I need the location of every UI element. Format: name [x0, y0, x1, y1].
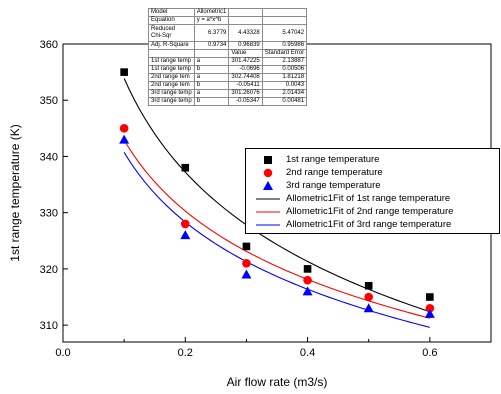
y-tick-label: 330	[40, 208, 58, 220]
legend-item: 2nd range temperature	[246, 167, 499, 179]
legend-item: 1st range temperature	[246, 154, 499, 166]
y-tick-label: 320	[40, 264, 58, 276]
stats-param-value: -0.05347	[228, 97, 263, 106]
stats-param-value: 301.26076	[228, 89, 263, 98]
stats-param-value: -0.0696	[228, 65, 263, 74]
stats-param-error: 0.00481	[261, 97, 308, 106]
stats-chisqr-label-1: Reduced	[151, 26, 176, 32]
data-point-circle	[119, 124, 129, 133]
data-point-square	[181, 163, 190, 172]
data-point-square	[303, 265, 312, 273]
x-tick-label: 0.4	[300, 347, 315, 359]
data-point-square	[120, 68, 128, 76]
stats-param-name: a	[193, 73, 230, 82]
data-point-circle	[364, 292, 374, 302]
stats-rsq-value: 0.96839	[228, 41, 263, 50]
stats-col-error: Standard Error	[261, 49, 308, 58]
stats-col-value: Value	[228, 49, 263, 58]
legend-item: 3rd range temperature	[246, 180, 499, 192]
fit-curve	[123, 152, 430, 328]
x-tick-label: 0.0	[55, 347, 70, 359]
fit-curves	[123, 78, 431, 328]
data-point-triangle	[302, 286, 313, 296]
line-marker-icon	[256, 211, 280, 213]
stats-equation-value: y = a*x^b	[193, 16, 230, 25]
stats-chisqr-value: 6.3779	[193, 24, 230, 42]
fit-curve	[123, 139, 430, 319]
stats-param-series: 3rd range temp	[148, 89, 195, 98]
legend-label: 2nd range temperature	[286, 167, 383, 178]
stats-param-name: b	[193, 65, 230, 74]
legend-item: Allometric1Fit of 3rd range temperature	[246, 219, 499, 231]
data-point-triangle	[241, 269, 252, 279]
stats-param-name: a	[193, 57, 230, 66]
stats-param-name: a	[193, 89, 230, 98]
stats-param-series: 3rd range temp	[148, 97, 195, 106]
stats-model-value: Allometric1	[193, 8, 230, 17]
stats-model-label: Model	[148, 8, 195, 17]
stats-param-value: 301.47225	[228, 57, 263, 66]
x-tick-label: 0.6	[422, 347, 437, 359]
data-point-square	[242, 242, 251, 251]
stats-equation-label: Equation	[148, 16, 195, 25]
fit-statistics-table: Model Allometric1 Equation y = a*x^b Red…	[148, 8, 308, 106]
data-point-circle	[242, 258, 251, 268]
stats-param-name: b	[193, 97, 230, 106]
data-point-triangle	[363, 303, 374, 313]
legend-label: Allometric1Fit of 1st range temperature	[286, 193, 451, 204]
legend-label: Allometric1Fit of 2nd range temperature	[286, 206, 454, 217]
x-tick-label: 0.2	[178, 347, 193, 359]
stats-rsq-value: 0.9734	[193, 41, 230, 50]
stats-chisqr-label: Reduced Chi-Sqr	[148, 24, 195, 42]
y-tick-label: 310	[40, 320, 58, 332]
data-point-triangle	[119, 134, 130, 144]
stats-rsq-value: 0.95986	[261, 41, 308, 50]
y-axis-label: 1st range temperature (K)	[8, 124, 22, 261]
stats-param-error: 0.00506	[261, 65, 308, 74]
stats-chisqr-value: 4.43328	[228, 24, 263, 42]
stats-param-name: b	[193, 81, 230, 90]
legend-label: Allometric1Fit of 3rd range temperature	[286, 219, 452, 230]
x-axis-label: Air flow rate (m3/s)	[227, 375, 328, 389]
line-marker-icon	[256, 198, 280, 200]
data-points	[119, 68, 435, 318]
data-point-triangle	[180, 230, 191, 240]
data-point-circle	[425, 303, 435, 313]
legend: 1st range temperature 2nd range temperat…	[245, 148, 500, 234]
y-tick-label: 360	[40, 39, 58, 51]
legend-label: 3rd range temperature	[286, 180, 381, 191]
data-point-circle	[180, 219, 190, 229]
stats-chisqr-label-2: Chi-Sqr	[151, 33, 172, 39]
data-point-square	[364, 281, 373, 290]
line-marker-icon	[256, 224, 280, 226]
stats-param-value: 302.74408	[228, 73, 263, 82]
stats-param-value: -0.05411	[228, 81, 263, 90]
stats-param-error: 1.81218	[261, 73, 308, 82]
stats-param-series: 1st range temp	[148, 57, 195, 66]
legend-item: Allometric1Fit of 1st range temperature	[246, 193, 499, 205]
y-tick-label: 340	[40, 151, 58, 163]
data-point-triangle	[424, 308, 435, 318]
stats-param-series: 2nd range tem	[148, 81, 195, 90]
square-marker-icon	[264, 156, 272, 164]
stats-param-error: 0.0043	[261, 81, 308, 90]
stats-param-error: 2.01434	[261, 89, 308, 98]
stats-param-series: 2nd range tem	[148, 73, 195, 82]
x-ticks: 0.0 0.2 0.4 0.6	[55, 337, 438, 359]
data-point-circle	[303, 275, 312, 285]
legend-item: Allometric1Fit of 2nd range temperature	[246, 206, 499, 218]
data-point-square	[426, 293, 434, 301]
triangle-marker-icon	[263, 181, 273, 190]
fit-curve	[123, 78, 431, 313]
stats-param-error: 2.13887	[261, 57, 308, 66]
y-ticks: 310 320 330 340 350 360	[40, 39, 68, 332]
stats-rsq-label: Adj. R-Square	[148, 41, 195, 50]
circle-marker-icon	[263, 168, 273, 178]
stats-param-series: 1st range temp	[148, 65, 195, 74]
legend-label: 1st range temperature	[286, 154, 380, 165]
y-tick-label: 350	[40, 95, 58, 107]
stats-chisqr-value: 5.47042	[261, 24, 308, 42]
